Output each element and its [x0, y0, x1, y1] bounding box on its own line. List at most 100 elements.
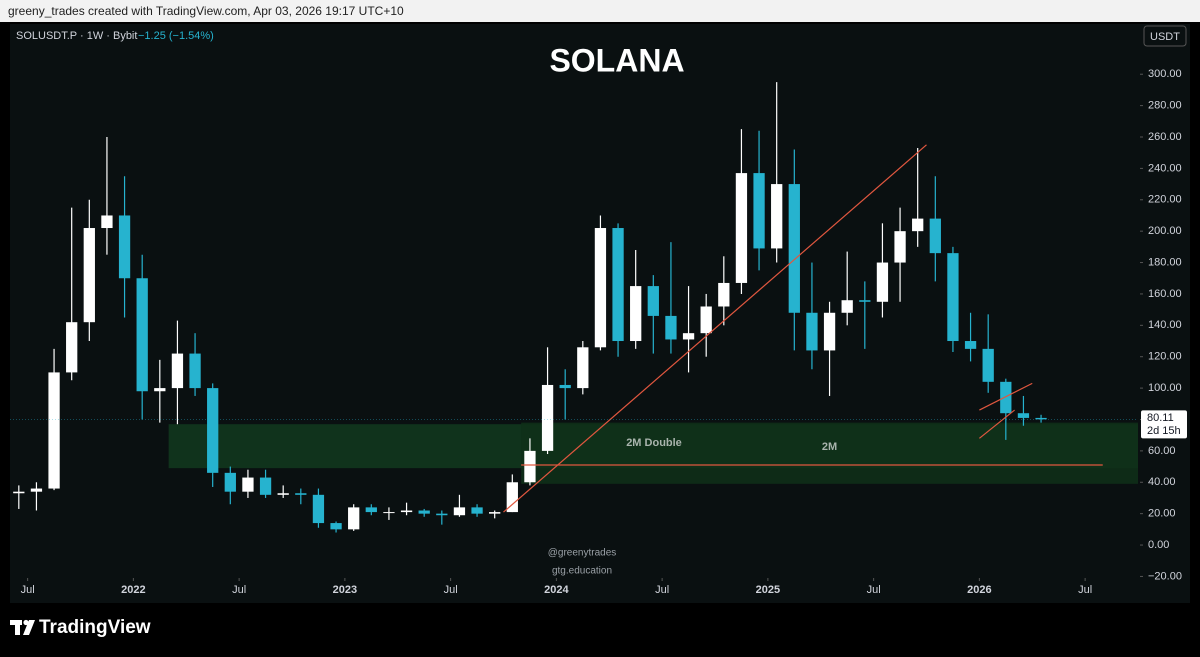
candle-body [524, 450, 536, 483]
candle-body [964, 341, 977, 349]
candle-body [753, 173, 765, 249]
candle-body [365, 507, 377, 513]
currency[interactable]: USDT [1150, 31, 1180, 43]
currency-button[interactable] [1143, 25, 1187, 47]
candle-body [471, 507, 483, 514]
zone-label: 2M [822, 441, 837, 453]
trend-lines: 2M Double 2M [503, 144, 1103, 513]
candle-body [647, 286, 659, 316]
candle-body [83, 228, 95, 323]
candle-body [118, 215, 131, 279]
brand-logo [10, 619, 35, 635]
candle-body [912, 218, 924, 232]
candle-body [735, 173, 748, 283]
axes: −20.000.0020.0040.0060.0080.00100.00120.… [10, 68, 1190, 603]
candle-body [66, 322, 78, 373]
y-tick-label: 140.00 [1148, 319, 1182, 331]
x-axis-strip [10, 578, 1190, 603]
y-tick-label: 40.00 [1148, 476, 1176, 488]
chart-title: SOLANA [549, 42, 684, 78]
y-tick-label: 100.00 [1148, 382, 1182, 394]
candle-body [348, 507, 360, 530]
candle-body [823, 312, 836, 351]
y-tick-label: 280.00 [1148, 100, 1182, 112]
candle-body [594, 228, 607, 348]
x-tick-label: Jul [1078, 584, 1092, 596]
candle-body [665, 315, 677, 340]
candle-body [489, 512, 501, 514]
y-tick-label: 300.00 [1148, 68, 1182, 80]
candle-body [30, 488, 43, 492]
candle-body [136, 278, 148, 392]
candle-body [982, 348, 994, 382]
candle-body [277, 493, 289, 495]
candle-body [224, 472, 236, 492]
candle-body [101, 215, 113, 229]
trend-line [503, 144, 927, 513]
candle-body [894, 231, 906, 263]
y-tick-label: 260.00 [1148, 131, 1182, 143]
candle-body [418, 510, 430, 514]
candle-body [682, 333, 695, 340]
x-tick-label: 2025 [756, 584, 780, 596]
y-tick-label: 220.00 [1148, 194, 1182, 206]
candle-body [242, 477, 254, 492]
x-tick-label: 2023 [333, 584, 357, 596]
candle-body [577, 347, 589, 389]
zones [168, 422, 1138, 484]
candle-body [929, 218, 941, 254]
y-tick-label: 20.00 [1148, 508, 1176, 520]
brand: TradingView [39, 617, 151, 638]
candle-body [13, 491, 25, 494]
y-tick-label: −20.00 [1148, 570, 1182, 582]
candle-body [400, 510, 413, 513]
y-tick-label: 160.00 [1148, 288, 1182, 300]
candle-body [841, 300, 853, 313]
candles [13, 82, 1047, 533]
candle-body [330, 523, 342, 530]
trend-line [979, 382, 1033, 411]
symbol: SOLUSDT.P · 1W · Bybit [16, 30, 137, 42]
candle-body [453, 507, 466, 516]
candle-body [171, 353, 184, 389]
last-price-tag [1141, 410, 1187, 439]
candle-body [1035, 417, 1047, 420]
watermark: gtg.education [552, 566, 612, 577]
candle-body [383, 512, 395, 514]
x-tick-label: Jul [867, 584, 881, 596]
x-tick-label: Jul [655, 584, 669, 596]
countdown: 2d 15h [1147, 425, 1181, 437]
y-tick-label: 200.00 [1148, 225, 1182, 237]
candle-body [1017, 413, 1030, 418]
zone [521, 422, 1138, 484]
candle-body [48, 372, 60, 489]
candle-body [612, 228, 624, 342]
candle-body [541, 384, 554, 451]
x-tick-label: Jul [444, 584, 458, 596]
credit: greeny_trades created with TradingView.c… [8, 4, 404, 18]
candle-body [859, 300, 871, 302]
watermark: @greenytrades [548, 548, 617, 559]
last-price: 80.11 [1147, 412, 1174, 424]
candle-body [788, 184, 800, 313]
candle-body [259, 477, 272, 495]
y-tick-label: 180.00 [1148, 256, 1182, 268]
candle-body [718, 282, 730, 307]
y-tick-label: 0.00 [1148, 539, 1169, 551]
candle-body [436, 513, 448, 516]
x-tick-label: 2026 [967, 584, 991, 596]
zone-label: 2M Double [626, 437, 682, 449]
x-tick-label: Jul [232, 584, 246, 596]
candle-body [771, 184, 783, 249]
header-bar [0, 0, 1200, 22]
change: −1.25 (−1.54%) [138, 30, 214, 42]
y-tick-label: 120.00 [1148, 351, 1182, 363]
candle-body [630, 286, 642, 342]
candle-body [1000, 381, 1012, 414]
x-tick-label: 2022 [121, 584, 145, 596]
x-tick-label: 2024 [544, 584, 569, 596]
candle-body [806, 312, 818, 351]
candle-body [189, 353, 201, 389]
